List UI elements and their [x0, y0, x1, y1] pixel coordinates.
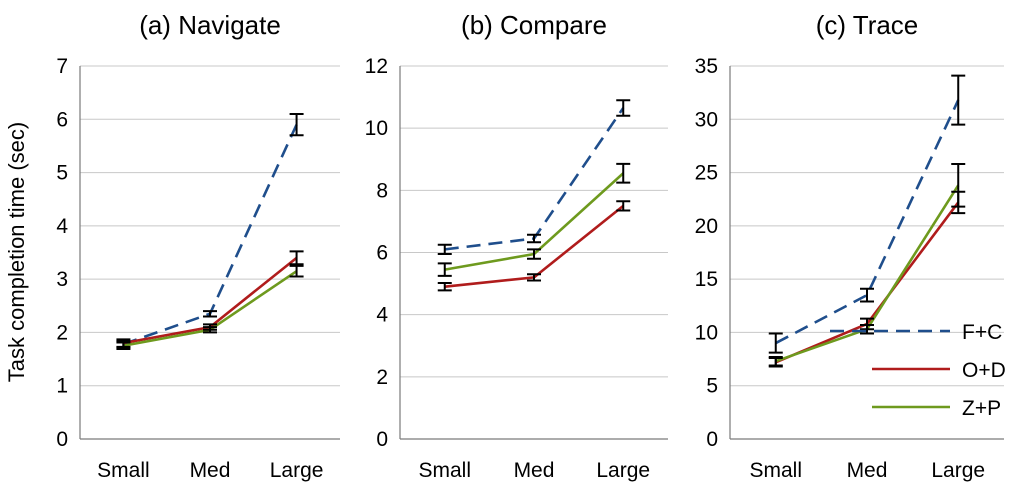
- y-tick-label: 5: [706, 375, 718, 398]
- error-bar: [616, 200, 631, 212]
- x-tick-label: Med: [847, 459, 888, 482]
- error-bar: [437, 281, 452, 292]
- error-bar: [289, 250, 304, 266]
- y-tick-label: 10: [695, 321, 718, 344]
- error-bar: [951, 163, 966, 208]
- y-tick-label: 0: [376, 428, 388, 451]
- error-bar: [527, 248, 541, 260]
- y-tick-label: 0: [56, 428, 68, 451]
- y-tick-label: 0: [706, 428, 718, 451]
- error-bar: [203, 326, 217, 334]
- y-tick-label: 2: [56, 321, 68, 344]
- error-bar: [116, 341, 131, 350]
- series-line-z-p: [775, 184, 960, 363]
- error-bar: [437, 262, 452, 277]
- x-tick-label: Med: [190, 459, 231, 482]
- y-tick-label: 4: [56, 215, 68, 238]
- x-tick-label: Large: [931, 459, 985, 482]
- x-tick-label: Large: [596, 459, 650, 482]
- error-bar: [527, 233, 541, 244]
- x-tick-label: Med: [514, 459, 555, 482]
- error-bar: [616, 162, 631, 184]
- x-tick-label: Small: [97, 459, 150, 482]
- chart-panel-2: (b) Compare 0 2 4 6 8 10 12 Small Med Large: [365, 10, 668, 482]
- y-tick-label: 25: [695, 162, 718, 185]
- error-bar: [860, 287, 874, 303]
- y-axis-label: Task completion time (sec): [4, 122, 29, 382]
- chart-panel-3: (c) Trace 0 5 10 15 20 25 30 35 Small Med Large F+C O…: [695, 10, 1006, 482]
- y-tick-label: 4: [376, 304, 388, 327]
- legend: F+C O+D Z+P: [830, 321, 1006, 420]
- y-tick-label: 20: [695, 215, 718, 238]
- error-bar: [527, 273, 541, 282]
- y-tick-label: 2: [376, 366, 388, 389]
- chart-panel-1: (a) Navigate 0 1 2 3 4 5 6 7 Small Med Large: [56, 10, 340, 482]
- y-tick-label: 10: [365, 117, 388, 140]
- error-bar: [768, 332, 783, 354]
- legend-label: Z+P: [962, 397, 1001, 420]
- legend-label: F+C: [962, 321, 1002, 344]
- chart-title: (b) Compare: [461, 10, 607, 40]
- error-bar: [616, 99, 631, 117]
- y-tick-label: 3: [56, 268, 68, 291]
- series-line-f-c: [775, 99, 960, 345]
- y-tick-label: 5: [56, 162, 68, 185]
- y-tick-label: 6: [56, 108, 68, 131]
- y-tick-label: 7: [56, 55, 68, 78]
- y-tick-label: 6: [376, 242, 388, 265]
- y-tick-label: 15: [695, 268, 718, 291]
- y-tick-label: 12: [365, 55, 388, 78]
- error-bar: [437, 243, 452, 256]
- error-bar: [289, 264, 304, 278]
- y-tick-label: 8: [376, 179, 388, 202]
- x-tick-label: Small: [750, 459, 803, 482]
- error-bar: [203, 310, 217, 318]
- y-tick-label: 30: [695, 108, 718, 131]
- x-tick-label: Large: [270, 459, 324, 482]
- y-tick-label: 35: [695, 55, 718, 78]
- x-tick-label: Small: [418, 459, 471, 482]
- legend-label: O+D: [962, 359, 1006, 382]
- y-tick-label: 1: [56, 375, 68, 398]
- error-bar: [289, 112, 304, 137]
- chart-title: (a) Navigate: [139, 10, 281, 40]
- error-bar: [860, 323, 874, 335]
- error-bar: [768, 355, 783, 367]
- chart-title: (c) Trace: [816, 10, 919, 40]
- error-bar: [951, 74, 966, 126]
